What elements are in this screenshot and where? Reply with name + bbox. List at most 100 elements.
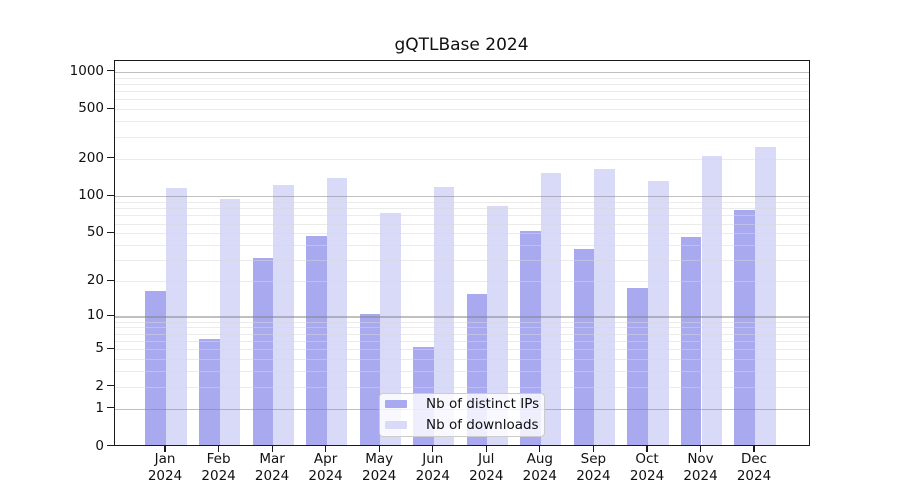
bar-nb-of-distinct-ips-mar	[252, 258, 274, 445]
bar-nb-of-downloads-dec	[755, 146, 776, 445]
x-tick-mark	[646, 445, 648, 452]
year-label: 2024	[576, 467, 611, 484]
bar-nb-of-downloads-oct	[648, 181, 669, 445]
legend-swatch-downloads	[385, 420, 407, 430]
year-label: 2024	[736, 467, 772, 484]
month-label: Jun	[422, 451, 444, 467]
y-tick-label: 10	[86, 307, 104, 324]
y-tick-mark	[106, 279, 114, 281]
bar-nb-of-distinct-ips-apr	[306, 235, 327, 445]
y-tick-label: 1	[95, 399, 104, 416]
month-label: Dec	[740, 451, 768, 467]
bar-nb-of-downloads-jan	[166, 187, 187, 445]
y-tick-mark	[106, 231, 114, 233]
x-tick-label-sep: Sep 2024	[563, 451, 623, 484]
x-tick-mark	[164, 445, 166, 452]
year-label: 2024	[254, 467, 290, 484]
x-tick-label-jul: Jul 2024	[456, 451, 516, 484]
x-tick-mark	[325, 445, 327, 452]
x-tick-label-apr: Apr 2024	[296, 451, 356, 484]
month-label: Nov	[687, 451, 714, 467]
y-tick-label: 50	[86, 224, 104, 241]
legend-label: Nb of downloads	[426, 417, 539, 433]
y-tick-label: 20	[86, 272, 104, 289]
gridline-minor	[114, 83, 809, 85]
y-tick-mark	[106, 347, 114, 349]
year-label: 2024	[201, 467, 236, 484]
year-label: 2024	[522, 467, 557, 484]
y-tick-mark	[106, 314, 114, 316]
chart-title: gQTLBase 2024	[394, 35, 529, 55]
year-label: 2024	[362, 467, 397, 484]
legend-label: Nb of distinct IPs	[426, 396, 540, 412]
year-label: 2024	[629, 467, 665, 484]
x-tick-mark	[699, 445, 702, 452]
bar-nb-of-downloads-sep	[594, 168, 615, 445]
gridline-minor	[114, 99, 809, 101]
bar-nb-of-downloads-mar	[273, 184, 294, 445]
year-label: 2024	[415, 467, 450, 484]
y-tick-mark	[106, 385, 114, 387]
x-tick-label-aug: Aug 2024	[510, 451, 570, 484]
legend-swatch-distinct-ips	[385, 399, 407, 409]
bar-nb-of-distinct-ips-feb	[199, 338, 220, 445]
year-label: 2024	[683, 467, 718, 484]
year-label: 2024	[308, 467, 343, 484]
x-tick-mark	[218, 445, 220, 452]
month-label: Jan	[154, 451, 176, 467]
month-label: May	[365, 451, 394, 467]
y-tick-mark	[106, 157, 114, 159]
plot-area	[113, 59, 810, 446]
x-tick-mark	[592, 445, 594, 452]
month-label: Aug	[526, 451, 553, 467]
y-tick-label: 2	[95, 377, 104, 394]
legend: Nb of distinct IPs Nb of downloads	[379, 392, 545, 437]
gridline-major	[114, 71, 809, 73]
x-tick-mark	[432, 445, 434, 452]
bar-nb-of-distinct-ips-may	[359, 314, 381, 445]
x-tick-label-jun: Jun 2024	[403, 451, 463, 484]
x-tick-mark	[485, 445, 487, 452]
bar-nb-of-downloads-apr	[326, 177, 348, 445]
x-tick-label-nov: Nov 2024	[671, 451, 731, 484]
x-tick-mark	[271, 445, 273, 452]
x-tick-label-may: May 2024	[349, 451, 409, 484]
y-tick-label: 200	[78, 149, 104, 166]
y-tick-label: 1000	[69, 62, 104, 79]
bar-nb-of-distinct-ips-dec	[734, 209, 755, 445]
y-tick-mark	[106, 407, 114, 409]
legend-item-distinct-ips: Nb of distinct IPs	[385, 395, 544, 413]
gridline-minor	[114, 109, 809, 111]
x-tick-mark	[753, 445, 755, 452]
x-tick-label-oct: Oct 2024	[617, 451, 677, 484]
month-label: Apr	[313, 451, 338, 467]
bar-nb-of-distinct-ips-aug	[520, 231, 541, 445]
bar-nb-of-downloads-may	[380, 212, 401, 445]
x-tick-label-dec: Dec 2024	[724, 451, 784, 484]
y-tick-label: 100	[78, 187, 104, 204]
gridline-minor	[114, 121, 809, 123]
bar-nb-of-downloads-aug	[540, 172, 562, 445]
gridline-minor	[114, 91, 809, 93]
bar-nb-of-downloads-nov	[701, 156, 723, 445]
y-tick-mark	[106, 194, 114, 196]
y-tick-mark	[106, 444, 114, 447]
x-tick-label-mar: Mar 2024	[242, 451, 302, 484]
bar-nb-of-distinct-ips-sep	[573, 248, 595, 445]
y-tick-mark	[106, 70, 114, 72]
bar-nb-of-distinct-ips-nov	[680, 236, 702, 445]
bar-nb-of-downloads-feb	[219, 199, 241, 445]
y-tick-label: 0	[95, 437, 104, 454]
x-tick-mark	[378, 445, 380, 452]
month-label: Sep	[580, 451, 607, 467]
year-label: 2024	[469, 467, 504, 484]
bar-nb-of-downloads-jun	[433, 186, 455, 445]
x-tick-mark	[539, 445, 541, 452]
month-label: Feb	[206, 451, 231, 467]
bar-nb-of-distinct-ips-oct	[627, 287, 648, 445]
y-tick-label: 500	[78, 100, 104, 117]
x-tick-label-jan: Jan 2024	[135, 451, 195, 484]
bar-nb-of-downloads-jul	[487, 205, 508, 445]
month-label: Jul	[478, 451, 495, 467]
